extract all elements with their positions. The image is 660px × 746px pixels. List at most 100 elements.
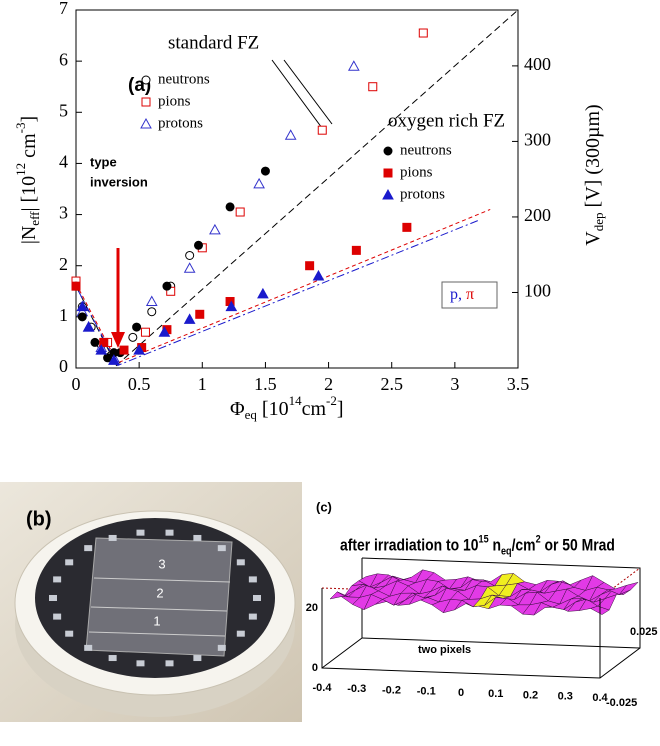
- data-point: [77, 312, 87, 322]
- label-part: ]: [337, 398, 344, 420]
- panel-c: (c) after irradiation to 1015 neq/cm2 or…: [306, 499, 658, 708]
- data-point: [133, 344, 145, 355]
- legend-marker: [383, 168, 393, 178]
- y2-axis-label: Vdep [V] (300µm): [582, 104, 606, 245]
- label-part: eq: [245, 407, 258, 422]
- data-point: [209, 223, 221, 235]
- y2-tick-label: 400: [524, 54, 551, 74]
- data-point: [305, 261, 315, 271]
- pad: [236, 559, 245, 566]
- y2-tick-label: 100: [524, 281, 551, 301]
- fit-line: [78, 219, 481, 367]
- data-point: [351, 245, 361, 255]
- leader-line: [271, 59, 323, 129]
- label-part: [V] (300µm): [582, 104, 604, 212]
- label-part: |N: [18, 226, 40, 244]
- label-part: cm: [302, 398, 327, 420]
- data-point: [225, 202, 235, 212]
- y-tick-label: 4: [59, 152, 68, 172]
- legend-title: standard FZ: [168, 32, 259, 53]
- data-point: [140, 327, 150, 337]
- legend-label: neutrons: [158, 71, 210, 87]
- label-part: dep: [591, 212, 606, 231]
- fit-line: [75, 208, 491, 364]
- box-edge: [361, 557, 641, 649]
- x-tick-label: 0.5: [128, 374, 151, 394]
- x-tick-label: 0: [458, 687, 464, 699]
- y-tick-label: 7: [59, 0, 68, 18]
- x-tick-label: -0.1: [417, 686, 436, 698]
- legend-label: neutrons: [400, 142, 452, 158]
- y2-tick-label: 200: [524, 205, 551, 225]
- pad: [136, 660, 145, 667]
- data-point: [368, 82, 378, 92]
- x-tick-label: 0.4: [592, 692, 608, 704]
- pad: [136, 529, 145, 536]
- pad: [165, 529, 174, 536]
- label-part: [10: [257, 398, 289, 420]
- label-part: eq: [501, 545, 512, 557]
- pad: [165, 660, 174, 667]
- x-axis-label: Φeq [1014cm-2]: [230, 393, 344, 422]
- data-point: [225, 300, 238, 312]
- x-tick-label: 2.5: [380, 374, 403, 394]
- legend-marker: [140, 117, 152, 129]
- y-axis-label: |Neff| [1012 cm-3]: [13, 116, 42, 244]
- particle-label: π: [462, 286, 474, 303]
- pad: [84, 644, 93, 651]
- legend-marker: [141, 75, 151, 85]
- label-part: -3: [13, 123, 28, 134]
- surface-mesh: [329, 569, 639, 616]
- pad: [53, 576, 62, 583]
- y-tick-label: 5: [59, 100, 68, 120]
- label-part: /cm: [512, 536, 536, 555]
- data-point: [162, 281, 172, 291]
- pad: [65, 559, 74, 566]
- data-point: [158, 326, 171, 337]
- inversion-arrow-head: [111, 332, 125, 348]
- leader-line: [283, 59, 333, 125]
- box-edge: [321, 588, 641, 679]
- y-tick-label: 3: [59, 203, 68, 223]
- label-part: Φ: [230, 398, 245, 420]
- y-tick-label: 1: [59, 305, 68, 325]
- data-point: [76, 300, 89, 312]
- surface-cell: [618, 581, 639, 596]
- legend-marker: [382, 188, 394, 200]
- label-part: V: [582, 231, 604, 246]
- data-point: [119, 345, 129, 355]
- data-point: [183, 262, 196, 273]
- label-part: or 50 Mrad: [541, 536, 615, 555]
- sensor-divider: [90, 606, 228, 612]
- data-point: [185, 250, 195, 260]
- label-part: 15: [479, 533, 489, 545]
- surface-title: after irradiation to 1015 neq/cm2 or 50 …: [340, 533, 615, 557]
- data-point: [82, 321, 95, 332]
- data-point: [347, 60, 360, 71]
- sensor-divider: [93, 577, 231, 583]
- data-point: [132, 322, 142, 332]
- data-point: [145, 295, 158, 307]
- panel-label: (b): [26, 508, 52, 530]
- x-tick-label: 3.5: [507, 374, 530, 394]
- data-point: [312, 269, 325, 281]
- pad: [49, 595, 57, 601]
- label-part: n: [489, 536, 501, 555]
- x-tick-label: 1: [198, 374, 207, 394]
- legend-label: protons: [158, 115, 203, 131]
- pad: [108, 655, 117, 662]
- label-part: eff: [27, 211, 42, 226]
- y-tick-label: 0.025: [630, 626, 658, 638]
- data-point: [103, 353, 113, 363]
- pad: [217, 644, 226, 651]
- particle-box: [441, 281, 498, 309]
- label-part: ]: [18, 116, 40, 123]
- annotation: type: [90, 154, 117, 169]
- panel-b: (b) 3 2 1: [0, 482, 302, 722]
- x-tick-label: -0.4: [313, 682, 333, 694]
- label-part: cm: [18, 133, 40, 163]
- data-point: [235, 207, 245, 217]
- z-tick-label: 20: [306, 602, 318, 614]
- legend-label: protons: [400, 186, 445, 202]
